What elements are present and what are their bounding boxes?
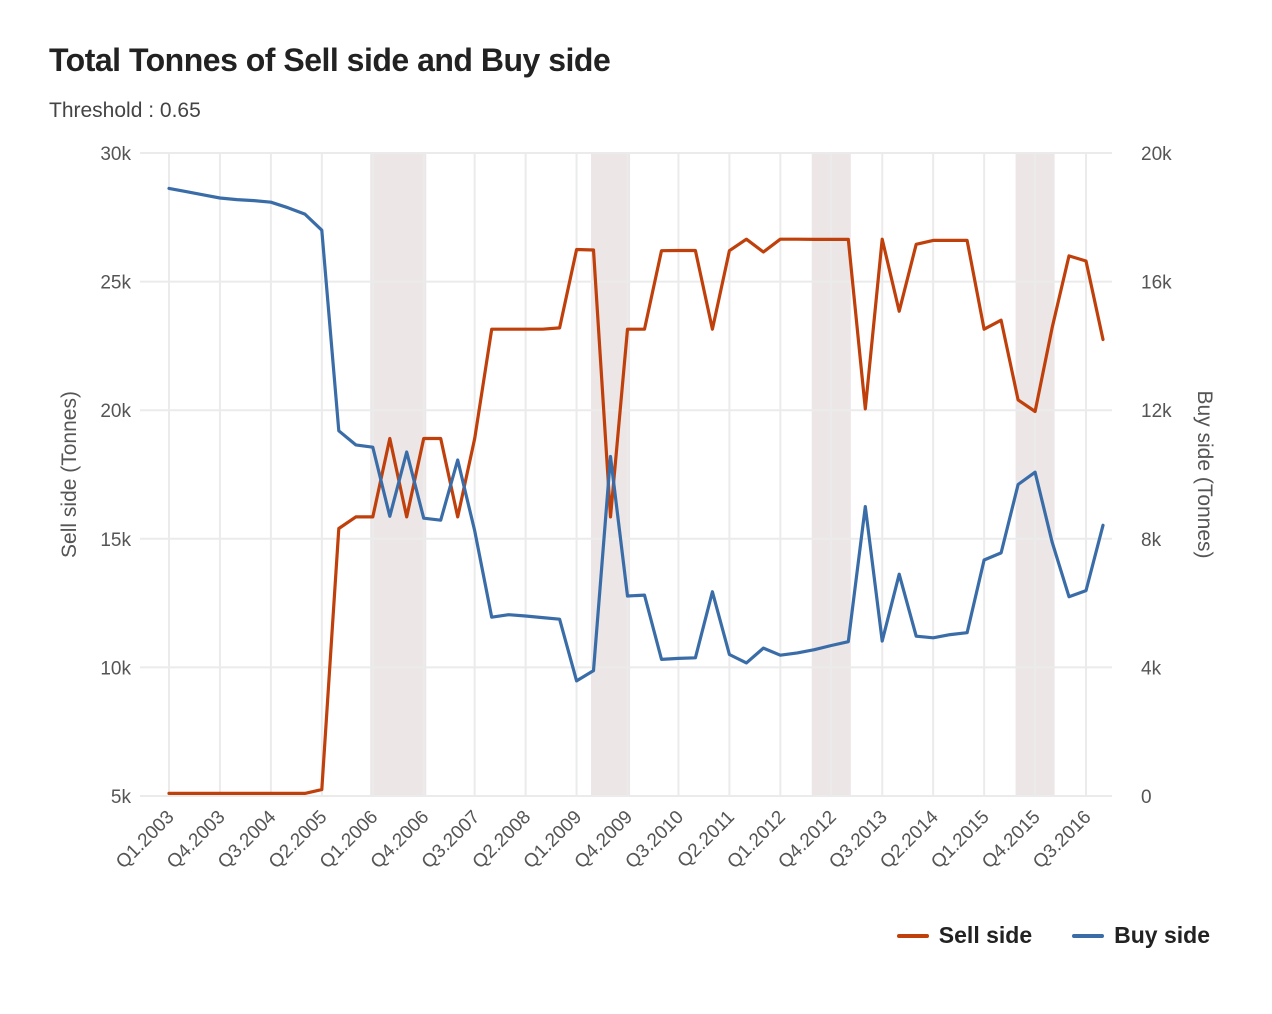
left-y-tick-label: 20k: [100, 401, 131, 422]
right-y-axis-title: Buy side (Tonnes): [1193, 390, 1216, 558]
right-y-tick-label: 0: [1141, 787, 1152, 808]
left-y-tick-label: 10k: [100, 658, 131, 679]
right-y-tick-label: 20k: [1141, 144, 1172, 165]
legend-swatch-buy-side: [1072, 933, 1105, 938]
right-y-tick-label: 16k: [1141, 273, 1172, 294]
legend-item-sell-side: Sell side: [896, 922, 1033, 949]
chart-title: Total Tonnes of Sell side and Buy side: [49, 42, 611, 78]
chart-subtitle: Threshold : 0.65: [49, 99, 201, 122]
left-y-tick-label: 25k: [100, 273, 131, 294]
right-y-tick-label: 8k: [1141, 530, 1162, 551]
legend: Sell side Buy side: [896, 922, 1210, 949]
right-y-axis: 0 4k 8k 12k 16k 20k: [1141, 144, 1172, 808]
left-y-axis-title: Sell side (Tonnes): [58, 391, 81, 558]
series-lines: [167, 186, 1105, 796]
legend-swatch-sell-side: [896, 933, 929, 938]
left-y-axis: 5k 10k 15k 20k 25k 30k: [100, 144, 131, 808]
legend-label-buy-side: Buy side: [1114, 922, 1210, 948]
series-line-sell-side: [167, 237, 1105, 796]
x-axis: Q1.2003Q4.2003Q3.2004Q2.2005Q1.2006Q4.20…: [112, 806, 1095, 873]
series-line-buy-side: [167, 186, 1105, 683]
left-y-tick-label: 30k: [100, 144, 131, 165]
shaded-regions: [370, 153, 1055, 796]
legend-item-buy-side: Buy side: [1072, 922, 1210, 949]
legend-label-sell-side: Sell side: [938, 922, 1033, 948]
right-y-tick-label: 12k: [1141, 401, 1172, 422]
right-y-tick-label: 4k: [1141, 658, 1162, 679]
left-y-tick-label: 5k: [111, 787, 132, 808]
left-y-tick-label: 15k: [100, 530, 131, 551]
